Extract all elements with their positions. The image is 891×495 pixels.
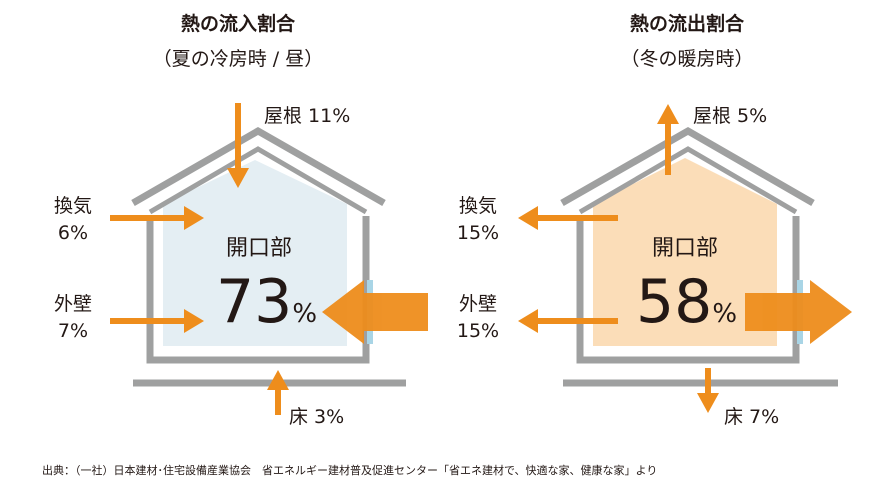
- summer-subtitle: （夏の冷房時 / 昼）: [152, 48, 324, 70]
- summer-wall-pct: 7%: [57, 320, 89, 342]
- summer-opening-label: 開口部: [226, 236, 293, 261]
- winter-floor-label: 床 7%: [724, 406, 780, 428]
- winter-roof-arrow: [657, 104, 679, 175]
- winter-wall-name: 外壁: [458, 293, 497, 315]
- summer-vent-pct: 6%: [57, 222, 89, 244]
- source-note: 出典：（一社）日本建材･住宅設備産業協会 省エネルギー建材普及促進センター「省エ…: [42, 464, 658, 477]
- summer-opening-percent: %: [292, 299, 318, 329]
- winter-opening-percent: %: [712, 299, 738, 329]
- summer-vent-name: 換気: [53, 195, 92, 217]
- summer-outer-frame: [131, 126, 386, 207]
- winter-interior: [593, 158, 777, 346]
- summer-roof-label: 屋根 11%: [264, 105, 351, 127]
- winter-inner-roof: [578, 146, 798, 215]
- winter-vent-label: 換気 15%: [447, 193, 509, 247]
- summer-inner-frame: [146, 216, 370, 364]
- summer-floor-arrow: [267, 370, 289, 415]
- winter-vent-pct: 15%: [456, 222, 500, 244]
- winter-subtitle: （冬の暖房時）: [620, 48, 754, 70]
- summer-interior: [163, 160, 347, 346]
- winter-wall-pct: 15%: [456, 320, 500, 342]
- summer-house: [110, 103, 428, 415]
- summer-title: 熱の流入割合: [180, 13, 295, 35]
- summer-wall-label: 外壁 7%: [48, 291, 98, 345]
- winter-outer-frame: [560, 126, 815, 207]
- winter-title: 熱の流出割合: [629, 13, 744, 35]
- winter-floor-arrow: [697, 368, 719, 413]
- summer-vent-label: 換気 6%: [48, 193, 98, 247]
- winter-opening-value: 58%: [636, 272, 737, 332]
- winter-house: [518, 104, 852, 413]
- summer-wall-name: 外壁: [53, 293, 92, 315]
- summer-wall-arrow: [110, 309, 204, 333]
- winter-vent-arrow: [518, 206, 618, 230]
- summer-roof-arrow: [227, 103, 249, 188]
- winter-opening-arrow: [745, 280, 852, 344]
- winter-roof-label: 屋根 5%: [693, 105, 768, 127]
- winter-opening-label: 開口部: [652, 236, 719, 261]
- summer-floor-label: 床 3%: [289, 406, 345, 428]
- winter-wall-label: 外壁 15%: [447, 291, 509, 345]
- winter-opening-number: 58: [636, 267, 713, 337]
- summer-opening-value: 73%: [216, 272, 317, 332]
- winter-wall-arrow: [518, 309, 618, 333]
- winter-vent-name: 換気: [458, 195, 497, 217]
- winter-inner-frame: [576, 216, 800, 364]
- summer-opening-arrow: [322, 280, 428, 344]
- summer-vent-arrow: [110, 206, 204, 230]
- summer-opening-number: 73: [216, 267, 293, 337]
- summer-inner-roof: [148, 146, 368, 215]
